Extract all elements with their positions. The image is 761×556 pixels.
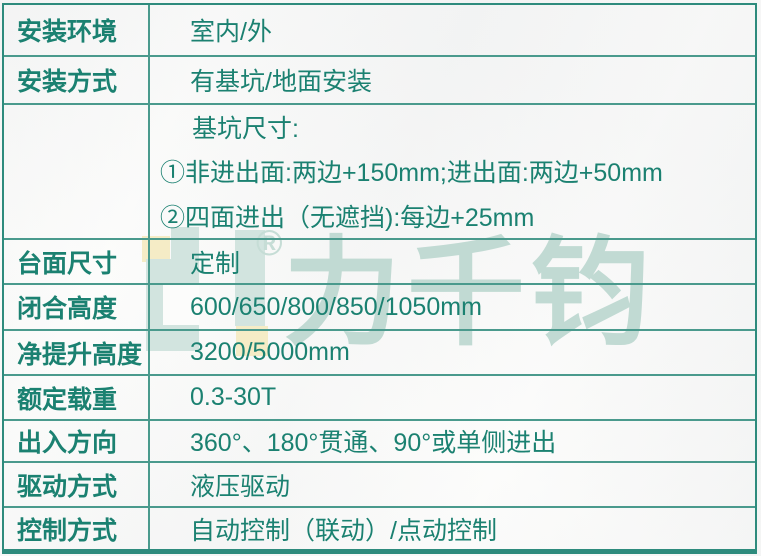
spec-label: 净提升高度 [4, 331, 150, 374]
logo-block [235, 230, 265, 326]
pit-size-title: 基坑尺寸: [192, 115, 299, 144]
spec-value: 定制 [190, 249, 241, 278]
spec-value: 自动控制（联动）/点动控制 [190, 516, 497, 545]
spec-value: 有基坑/地面安装 [190, 68, 372, 96]
spec-row-rated-load: 额定载重 0.3-30T [4, 374, 755, 419]
logo-block [142, 236, 170, 262]
spec-label: 驱动方式 [4, 463, 150, 506]
spec-label: 安装环境 [4, 5, 150, 55]
spec-row-entry-direction: 出入方向 360°、180°贯通、90°或单侧进出 [4, 419, 755, 461]
spec-row-install-environment: 安装环境 室内/外 [4, 5, 755, 55]
spec-label: 闭合高度 [4, 285, 150, 329]
spec-row-closed-height: 闭合高度 600/650/800/850/1050mm [4, 283, 755, 329]
pit-size-item-2: ②四面进出（无遮挡):每边+25mm [160, 203, 535, 232]
spec-label: 额定载重 [4, 376, 150, 419]
logo-block [163, 283, 199, 325]
brand-watermark-text: 力千钧 [283, 228, 656, 360]
spec-row-control-method: 控制方式 自动控制（联动）/点动控制 [4, 506, 755, 549]
spec-label [4, 105, 150, 238]
logo-block [171, 227, 199, 261]
spec-label: 台面尺寸 [4, 240, 150, 283]
spec-value: 液压驱动 [190, 472, 291, 501]
spec-label: 控制方式 [4, 508, 150, 549]
pit-size-item-1: ①非进出面:两边+150mm;进出面:两边+50mm [160, 159, 663, 188]
spec-value: 360°、180°贯通、90°或单侧进出 [190, 429, 557, 457]
spec-row-drive-method: 驱动方式 液压驱动 [4, 461, 755, 506]
spec-table: 安装环境 室内/外 安装方式 有基坑/地面安装 基坑尺寸: ①非进出面:两边+1… [2, 3, 757, 554]
registered-trademark-icon: ® [256, 222, 283, 263]
spec-row-pit-size: 基坑尺寸: ①非进出面:两边+150mm;进出面:两边+50mm ②四面进出（无… [4, 103, 755, 238]
spec-label: 出入方向 [4, 421, 150, 461]
spec-row-install-method: 安装方式 有基坑/地面安装 [4, 55, 755, 103]
logo-block [236, 326, 268, 356]
spec-row-lift-height: 净提升高度 3200/5000mm [4, 329, 755, 374]
spec-value-multiline: 基坑尺寸: ①非进出面:两边+150mm;进出面:两边+50mm ②四面进出（无… [150, 105, 755, 238]
spec-value: 0.3-30T [190, 383, 277, 411]
spec-value: 室内/外 [190, 18, 272, 46]
spec-row-platform-size: 台面尺寸 定制 [4, 238, 755, 283]
spec-value: 600/650/800/850/1050mm [190, 292, 482, 321]
spec-label: 安装方式 [4, 57, 150, 103]
spec-value: 3200/5000mm [190, 338, 350, 366]
